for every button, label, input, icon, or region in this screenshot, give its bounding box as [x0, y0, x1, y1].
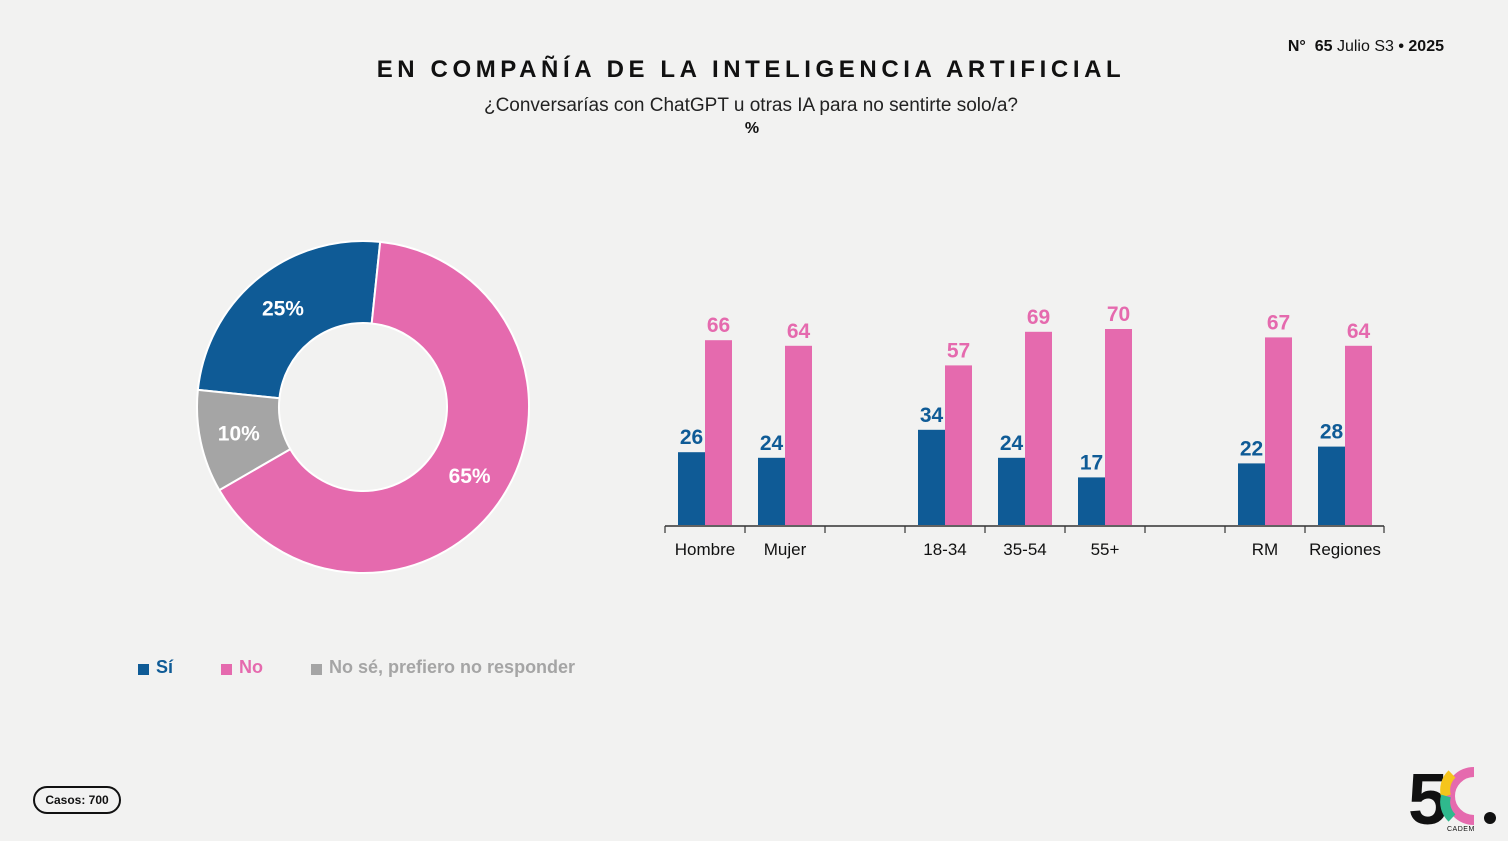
category-label-4: 55+	[1091, 540, 1120, 559]
data-label-no-1: 64	[787, 320, 811, 343]
question-subtitle: ¿Conversarías con ChatGPT u otras IA par…	[483, 95, 1019, 116]
category-label-1: Mujer	[764, 540, 807, 559]
cases-badge: Casos: 700	[33, 786, 121, 814]
data-label-si-2: 34	[920, 404, 944, 427]
data-label-no-0: 66	[707, 314, 730, 337]
donut-slice-no	[217, 240, 530, 574]
legend-item-si: Sí	[138, 657, 173, 678]
donut-slice-si	[196, 240, 382, 400]
category-label-6: Regiones	[1309, 540, 1381, 559]
page-title: EN COMPAÑÍA DE LA INTELIGENCIA ARTIFICIA…	[376, 56, 1126, 83]
bar-si-0	[678, 452, 705, 525]
category-label-3: 35-54	[1003, 540, 1046, 559]
data-label-no-2: 57	[947, 339, 970, 362]
bar-si-4	[1078, 477, 1105, 525]
legend-swatch-no	[221, 663, 233, 675]
legend-label-si: Sí	[156, 657, 174, 677]
donut-label-no: 65%	[449, 465, 491, 488]
issue-period: Julio S3	[1336, 38, 1394, 55]
legend-swatch-si	[138, 663, 149, 675]
legend-swatch-nose	[311, 663, 323, 675]
unit-label: %	[744, 120, 760, 137]
legend-label-nose: No sé, prefiero no responder	[329, 657, 576, 677]
bar-si-1	[758, 457, 785, 525]
bar-no-0	[705, 340, 732, 525]
category-label-0: Hombre	[675, 540, 735, 559]
legend-item-no: No	[221, 657, 263, 678]
issue-label: N°	[1287, 38, 1306, 55]
data-label-no-3: 69	[1027, 306, 1050, 329]
legend: Sí No No sé, prefiero no responder	[138, 657, 623, 678]
logo-dot	[1484, 812, 1496, 824]
bar-no-6	[1345, 345, 1372, 525]
data-label-si-4: 17	[1080, 451, 1103, 474]
bar-no-2	[945, 365, 972, 525]
data-label-no-5: 67	[1267, 311, 1290, 334]
legend-label-no: No	[239, 657, 264, 677]
data-label-no-6: 64	[1347, 320, 1371, 343]
data-label-si-0: 26	[680, 426, 703, 449]
donut-label-nose: 10%	[218, 423, 260, 446]
data-label-si-3: 24	[1000, 432, 1024, 455]
issue-year: 2025	[1408, 38, 1444, 55]
logo-c-arc-green	[1440, 794, 1456, 822]
category-label-2: 18-34	[923, 540, 966, 559]
cadem-logo: 5	[1408, 762, 1496, 836]
bar-no-5	[1265, 337, 1292, 525]
legend-item-nose: No sé, prefiero no responder	[311, 657, 575, 678]
bar-si-6	[1318, 446, 1345, 525]
issue-info: N° 65 Julio S3 • 2025	[1288, 38, 1444, 56]
data-label-si-6: 28	[1320, 421, 1344, 444]
issue-separator: •	[1398, 38, 1404, 55]
bar-no-4	[1105, 329, 1132, 525]
bar-si-5	[1238, 463, 1265, 525]
bar-si-2	[918, 429, 945, 525]
donut-label-si: 25%	[262, 297, 304, 320]
logo-c-arc-yellow	[1440, 770, 1456, 798]
logo-name: CADEM	[1447, 826, 1475, 833]
donut-slice-nose	[196, 388, 292, 492]
data-label-si-1: 24	[760, 432, 784, 455]
bar-si-3	[998, 457, 1025, 525]
data-label-si-5: 22	[1240, 437, 1263, 460]
data-label-no-4: 70	[1107, 303, 1130, 326]
bar-no-1	[785, 345, 812, 525]
bar-no-3	[1025, 331, 1052, 525]
issue-number: 65	[1314, 38, 1333, 55]
category-label-5: RM	[1252, 540, 1278, 559]
logo-c-arc-pink	[1445, 767, 1475, 825]
